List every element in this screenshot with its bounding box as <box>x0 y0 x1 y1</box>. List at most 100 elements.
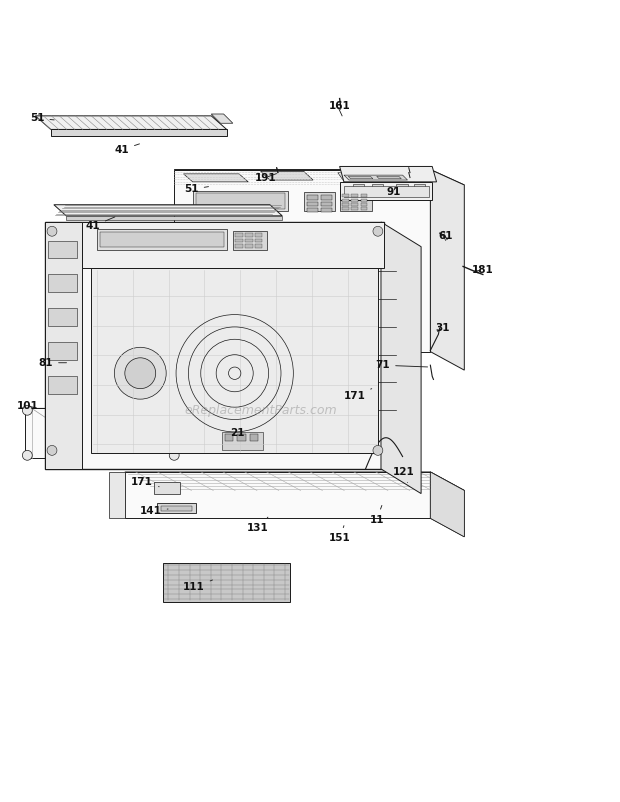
Polygon shape <box>236 233 242 237</box>
Polygon shape <box>307 201 318 206</box>
Polygon shape <box>45 222 82 469</box>
Polygon shape <box>48 376 77 394</box>
Polygon shape <box>352 207 358 210</box>
Polygon shape <box>361 194 368 197</box>
Text: 11: 11 <box>370 505 384 525</box>
Polygon shape <box>82 222 384 269</box>
Text: 101: 101 <box>17 401 38 411</box>
Text: 71: 71 <box>376 360 428 371</box>
Polygon shape <box>91 269 378 453</box>
Polygon shape <box>245 245 252 248</box>
Polygon shape <box>396 184 407 190</box>
Polygon shape <box>25 408 192 419</box>
Text: 41: 41 <box>86 217 115 231</box>
Polygon shape <box>353 184 365 190</box>
Polygon shape <box>211 114 233 124</box>
Polygon shape <box>48 309 77 326</box>
Polygon shape <box>321 201 332 206</box>
Polygon shape <box>304 192 335 211</box>
Polygon shape <box>361 203 368 206</box>
Text: 141: 141 <box>140 506 168 516</box>
Text: 41: 41 <box>115 144 140 155</box>
Polygon shape <box>109 472 125 518</box>
Polygon shape <box>66 216 282 221</box>
Polygon shape <box>307 196 318 200</box>
Text: 191: 191 <box>255 172 277 183</box>
Polygon shape <box>342 203 349 206</box>
Text: 61: 61 <box>438 231 453 241</box>
Polygon shape <box>54 205 282 216</box>
Polygon shape <box>97 229 227 249</box>
Text: 21: 21 <box>230 428 244 438</box>
Polygon shape <box>361 199 368 201</box>
Polygon shape <box>352 203 358 206</box>
Circle shape <box>22 451 32 460</box>
Polygon shape <box>340 192 372 211</box>
Polygon shape <box>361 207 368 210</box>
Polygon shape <box>249 435 258 440</box>
Polygon shape <box>193 191 288 211</box>
Circle shape <box>169 405 179 415</box>
Polygon shape <box>342 207 349 210</box>
Polygon shape <box>45 222 384 469</box>
Polygon shape <box>372 184 383 190</box>
Polygon shape <box>430 472 464 537</box>
Circle shape <box>114 347 166 399</box>
Text: 121: 121 <box>393 467 415 483</box>
Polygon shape <box>255 245 262 248</box>
Polygon shape <box>344 186 428 197</box>
Polygon shape <box>233 231 267 249</box>
Polygon shape <box>381 222 421 493</box>
Text: 51: 51 <box>184 184 208 194</box>
Polygon shape <box>184 174 248 182</box>
Polygon shape <box>237 435 246 440</box>
Polygon shape <box>255 233 262 237</box>
Circle shape <box>47 445 57 456</box>
Polygon shape <box>321 196 332 200</box>
Polygon shape <box>157 503 196 513</box>
Circle shape <box>125 358 156 389</box>
Polygon shape <box>236 239 242 242</box>
Circle shape <box>373 226 383 237</box>
Polygon shape <box>414 184 425 190</box>
Text: 31: 31 <box>435 323 450 333</box>
Text: 151: 151 <box>329 525 350 543</box>
Circle shape <box>169 451 179 460</box>
Polygon shape <box>430 169 464 371</box>
Polygon shape <box>430 472 464 537</box>
Text: 91: 91 <box>386 188 401 197</box>
Polygon shape <box>177 408 192 468</box>
Polygon shape <box>163 563 290 602</box>
Text: 171: 171 <box>131 477 159 488</box>
Text: 181: 181 <box>472 265 494 275</box>
Polygon shape <box>48 274 77 292</box>
Polygon shape <box>260 172 313 180</box>
Polygon shape <box>338 172 415 181</box>
Polygon shape <box>340 182 432 200</box>
Polygon shape <box>344 175 407 180</box>
Polygon shape <box>174 169 430 351</box>
Circle shape <box>47 226 57 237</box>
Polygon shape <box>342 194 349 197</box>
Polygon shape <box>245 233 252 237</box>
Text: 81: 81 <box>38 358 66 368</box>
Polygon shape <box>174 169 464 185</box>
Polygon shape <box>51 129 227 136</box>
Polygon shape <box>225 435 234 440</box>
Polygon shape <box>352 199 358 201</box>
Polygon shape <box>35 115 227 129</box>
Circle shape <box>373 445 383 456</box>
Text: 161: 161 <box>329 101 350 111</box>
Text: eReplacementParts.com: eReplacementParts.com <box>184 403 337 417</box>
Polygon shape <box>125 472 464 491</box>
Polygon shape <box>340 167 436 182</box>
Polygon shape <box>255 239 262 242</box>
Polygon shape <box>196 193 285 209</box>
Polygon shape <box>307 208 318 213</box>
Polygon shape <box>236 245 242 248</box>
Text: 111: 111 <box>183 580 213 593</box>
Polygon shape <box>223 431 263 451</box>
Polygon shape <box>25 408 177 458</box>
Polygon shape <box>219 429 267 453</box>
Polygon shape <box>48 241 77 257</box>
